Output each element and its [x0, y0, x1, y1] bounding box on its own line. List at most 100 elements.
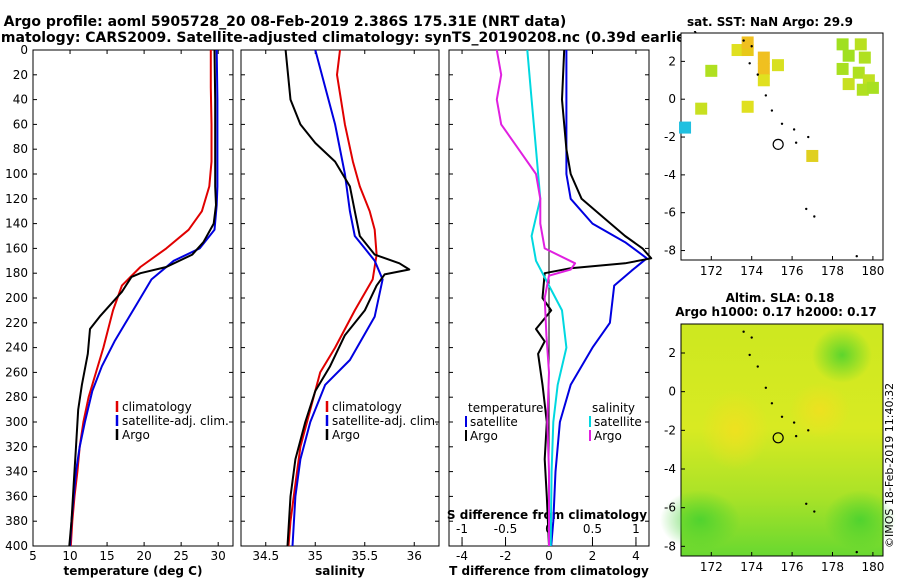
sst-pixel	[741, 36, 754, 49]
y-tick-label: 160	[5, 241, 28, 255]
chart-panel-difference: -4 -2 0 2 4T difference from climatology -1 -0…	[447, 49, 653, 578]
island-dot	[764, 386, 768, 389]
island-dot	[742, 330, 745, 333]
island-dot	[813, 215, 816, 218]
chart-panel-temperature: 0 20 40 60 80 100 120 140 160 180 200 220 240 260 280 3…	[5, 43, 234, 578]
y-tick-label: 380	[5, 514, 28, 528]
map-y-tick-label: -2	[664, 130, 676, 144]
island-dot	[756, 73, 759, 76]
sst-pixel	[836, 38, 849, 51]
x-tick-label: 34.5	[252, 549, 279, 563]
sst-pixel	[842, 78, 855, 91]
legend-label-t: Argo	[470, 429, 498, 443]
island-dot	[792, 128, 796, 131]
island-dot	[780, 415, 784, 418]
sst-pixel	[679, 121, 692, 134]
island-dot	[770, 109, 774, 112]
map-x-tick-label: 172	[700, 560, 723, 574]
argo-position-marker	[772, 138, 784, 150]
sla-high-region	[701, 390, 769, 470]
series-line-climatology	[287, 49, 378, 547]
sst-pixel	[757, 74, 770, 87]
map-y-tick-label: -4	[664, 462, 676, 476]
y-tick-label: 300	[5, 415, 28, 429]
x-tick-label: 35.5	[351, 549, 378, 563]
map-x-tick-label: 176	[781, 560, 804, 574]
sla-map-title: Altim. SLA: 0.18	[726, 291, 835, 305]
sst-pixel	[757, 51, 770, 64]
y-tick-label: 320	[5, 440, 28, 454]
sst-pixel	[771, 59, 784, 72]
legend-label: satellite-adj. clim.	[332, 414, 439, 428]
y-tick-label: 20	[13, 68, 28, 82]
legend-label: Argo	[332, 428, 360, 442]
legend-label-t: temperature	[468, 401, 543, 415]
x-tick-label: 0	[545, 549, 553, 563]
map-y-tick-label: -4	[664, 168, 676, 182]
island-dot	[805, 207, 808, 211]
map-x-tick-label: 180	[861, 560, 884, 574]
island-dot	[794, 434, 798, 438]
sla-low-region	[824, 490, 896, 550]
sla-low-region	[812, 327, 872, 383]
island-dot	[748, 62, 751, 65]
map-y-tick-label: 2	[668, 346, 676, 360]
x-tick-label: -2	[500, 549, 512, 563]
y-tick-label: 220	[5, 316, 28, 330]
series-line-s-argo	[495, 49, 577, 546]
island-dot	[748, 353, 751, 357]
y-tick-label: 0	[20, 43, 28, 57]
legend-label-t: satellite	[470, 415, 518, 429]
x-tick-label: 5	[29, 549, 37, 563]
series-line-satellite-adj-clim-	[291, 49, 384, 547]
map-y-tick-label: -6	[664, 206, 676, 220]
map-x-tick-label: 178	[821, 264, 844, 278]
map-y-tick-label: 0	[668, 385, 676, 399]
y-tick-label: 140	[5, 217, 28, 231]
s-tick-label: -0.5	[494, 522, 517, 536]
sst-pixel	[858, 51, 871, 64]
legend-label-s: satellite	[594, 415, 642, 429]
x-tick-label: 30	[211, 549, 226, 563]
island-dot	[764, 94, 768, 97]
sst-pixel	[757, 62, 770, 75]
y-tick-label: 40	[13, 93, 28, 107]
island-dot	[807, 135, 810, 139]
island-dot	[742, 39, 745, 42]
series-line-s-satellite	[526, 49, 568, 547]
island-dot	[770, 402, 774, 405]
map-y-tick-label: -6	[664, 501, 676, 515]
y-tick-label: 260	[5, 365, 28, 379]
x-axis-label: salinity	[315, 564, 365, 578]
island-dot	[750, 336, 753, 339]
island-dot	[813, 510, 816, 513]
island-dot	[780, 122, 784, 126]
s-tick-label: -1	[456, 522, 468, 536]
island-dot	[756, 365, 759, 368]
figure-title-line1: Argo profile: aoml 5905728_20 08-Feb-201…	[4, 14, 567, 30]
sst-pixel	[705, 64, 718, 77]
sst-map: sat. SST: NaN Argo: 29.9 172 174 176 178 180…	[664, 15, 884, 278]
legend-label-s: Argo	[594, 429, 622, 443]
island-dot	[794, 141, 798, 144]
sst-pixel	[741, 100, 754, 113]
sla-map: Altim. SLA: 0.18 Argo h1000: 0.17 h2000:…	[660, 291, 896, 574]
y-tick-label: 240	[5, 341, 28, 355]
x-tick-label: 20	[136, 549, 151, 563]
island-dot	[805, 502, 808, 505]
map-x-tick-label: 176	[781, 264, 804, 278]
island-dot	[855, 550, 858, 554]
map-y-tick-label: -8	[664, 244, 676, 258]
sst-pixel	[852, 66, 865, 79]
x-tick-label: -4	[456, 549, 468, 563]
y-tick-label: 100	[5, 167, 28, 181]
imos-credit: ©IMOS 18-Feb-2019 11:40:32	[883, 383, 896, 548]
sst-pixel	[842, 49, 855, 62]
sst-map-title: sat. SST: NaN Argo: 29.9	[687, 15, 853, 29]
sst-pixel	[836, 62, 849, 75]
legend-label: Argo	[122, 428, 150, 442]
sla-low-region	[660, 490, 740, 550]
y-tick-label: 120	[5, 192, 28, 206]
plot-frame	[32, 49, 234, 547]
